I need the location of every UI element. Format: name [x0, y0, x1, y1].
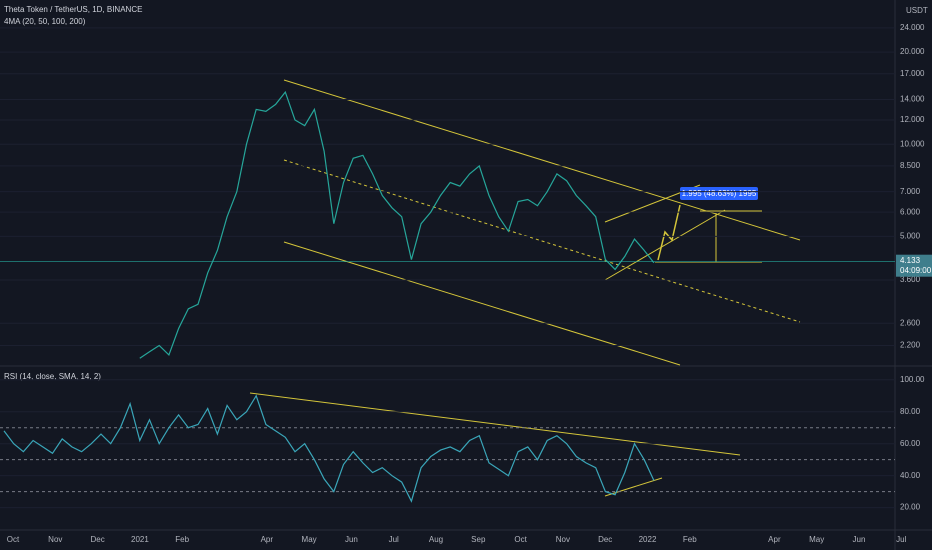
y-tick-label: 2.600 — [900, 318, 921, 327]
y-tick-label: 17.000 — [900, 69, 925, 78]
indicator-label: 4MA (20, 50, 100, 200) — [4, 17, 86, 26]
x-tick-label: Sep — [471, 535, 486, 544]
x-tick-label: Oct — [514, 535, 527, 544]
rsi-trendline — [604, 477, 663, 497]
y-tick-label: 60.00 — [900, 439, 921, 448]
x-tick-label: Jun — [345, 535, 358, 544]
trendlines — [249, 79, 801, 497]
x-tick-label: Nov — [48, 535, 62, 544]
x-tick-label: Jun — [853, 535, 866, 544]
chart-title: Theta Token / TetherUS, 1D, BINANCE — [4, 5, 142, 14]
x-tick-label: Dec — [90, 535, 104, 544]
x-tick-label: Dec — [598, 535, 612, 544]
x-tick-label: May — [302, 535, 317, 544]
y-tick-label: 100.00 — [900, 375, 925, 384]
rsi-title: RSI (14, close, SMA, 14, 2) — [4, 372, 101, 381]
measure-label: 1.995 (48.63%) 1995 — [682, 189, 757, 198]
x-tick-label: Apr — [261, 535, 274, 544]
measure-box — [680, 187, 758, 200]
trendline — [283, 79, 801, 241]
y-tick-label: 3.600 — [900, 275, 921, 284]
series-line — [139, 90, 655, 359]
y-tick-label: 20.000 — [900, 47, 925, 56]
y-tick-label: 6.000 — [900, 207, 921, 216]
y-tick-label: 5.000 — [900, 231, 921, 240]
y-tick-label: 24.000 — [900, 23, 925, 32]
price-tag-label: 4.133 — [900, 256, 921, 265]
y-tick-label: 10.000 — [900, 139, 925, 148]
x-tick-label: Apr — [768, 535, 781, 544]
x-tick-label: Nov — [556, 535, 570, 544]
series-line — [3, 394, 655, 503]
y-tick-label: 2.200 — [900, 341, 921, 350]
y-tick-label: 40.00 — [900, 471, 921, 480]
x-tick-label: Jul — [896, 535, 906, 544]
trendline — [604, 209, 726, 281]
y-tick-label: 80.00 — [900, 407, 921, 416]
y-tick-label: 12.000 — [900, 115, 925, 124]
x-tick-label: Aug — [429, 535, 443, 544]
y-tick-label: 14.000 — [900, 95, 925, 104]
countdown: 04:09:00 — [900, 266, 932, 275]
x-tick-label: Feb — [683, 535, 697, 544]
x-tick-label: 2022 — [639, 535, 657, 544]
y-tick-label: 8.500 — [900, 161, 921, 170]
x-tick-label: Feb — [175, 535, 189, 544]
y-tick-label: 7.000 — [900, 187, 921, 196]
y-tick-label: 20.00 — [900, 503, 921, 512]
x-tick-label: May — [809, 535, 824, 544]
price-tag — [896, 254, 932, 277]
currency: USDT — [906, 6, 928, 15]
x-tick-label: Jul — [389, 535, 399, 544]
x-tick-label: 2021 — [131, 535, 149, 544]
trendline — [283, 159, 801, 323]
trendline — [283, 241, 681, 366]
rsi-trendline — [249, 392, 741, 456]
x-tick-label: Oct — [7, 535, 20, 544]
